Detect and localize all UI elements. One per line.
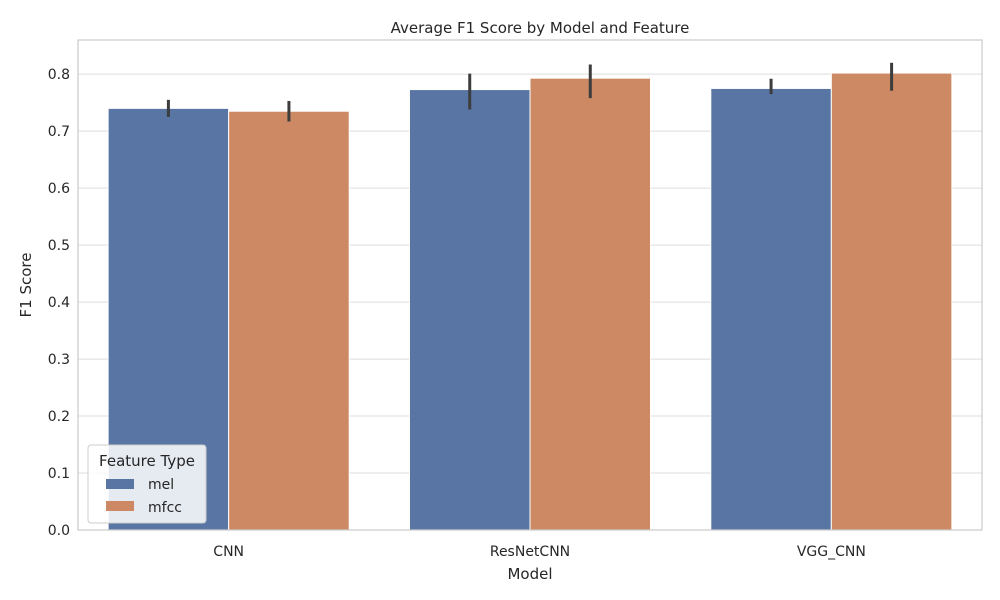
bars (107, 72, 953, 531)
bar-vgg_cnn-mel (710, 87, 832, 531)
y-tick-label: 0.2 (48, 409, 70, 425)
error-bars (166, 62, 894, 122)
y-tick-label: 0.8 (48, 67, 70, 83)
chart-title: Average F1 Score by Model and Feature (391, 19, 690, 37)
plot-frame (77, 39, 983, 531)
bar-cnn-mfcc (228, 110, 350, 531)
bar-resnetcnn-mfcc (529, 77, 652, 531)
x-tick-label: VGG_CNN (797, 544, 866, 560)
y-tick-label: 0.3 (48, 352, 70, 368)
bar-vgg_cnn-mfcc (830, 72, 953, 531)
legend: Feature Type mel mfcc (87, 444, 207, 524)
y-tick-label: 0.5 (48, 238, 70, 254)
legend-label-mel: mel (148, 477, 174, 493)
y-tick-label: 0.6 (48, 181, 70, 197)
y-tick-label: 0.7 (48, 124, 70, 140)
y-axis-label: F1 Score (17, 253, 35, 318)
x-tick-label: ResNetCNN (490, 544, 570, 560)
y-tick-label: 0.1 (48, 466, 70, 482)
y-axis-ticks: 0.0 0.1 0.2 0.3 0.4 0.5 0.6 0.7 0.8 (48, 67, 70, 539)
legend-swatch-mfcc (106, 501, 134, 511)
x-axis-label: Model (507, 565, 552, 583)
bar-resnetcnn-mel (408, 89, 531, 531)
y-tick-label: 0.4 (48, 295, 70, 311)
x-axis-ticks: CNN ResNetCNN VGG_CNN (213, 544, 866, 560)
legend-label-mfcc: mfcc (148, 500, 182, 516)
legend-swatch-mel (106, 479, 134, 489)
y-tick-label: 0.0 (48, 523, 70, 539)
legend-title: Feature Type (99, 452, 195, 470)
x-tick-label: CNN (213, 544, 244, 560)
